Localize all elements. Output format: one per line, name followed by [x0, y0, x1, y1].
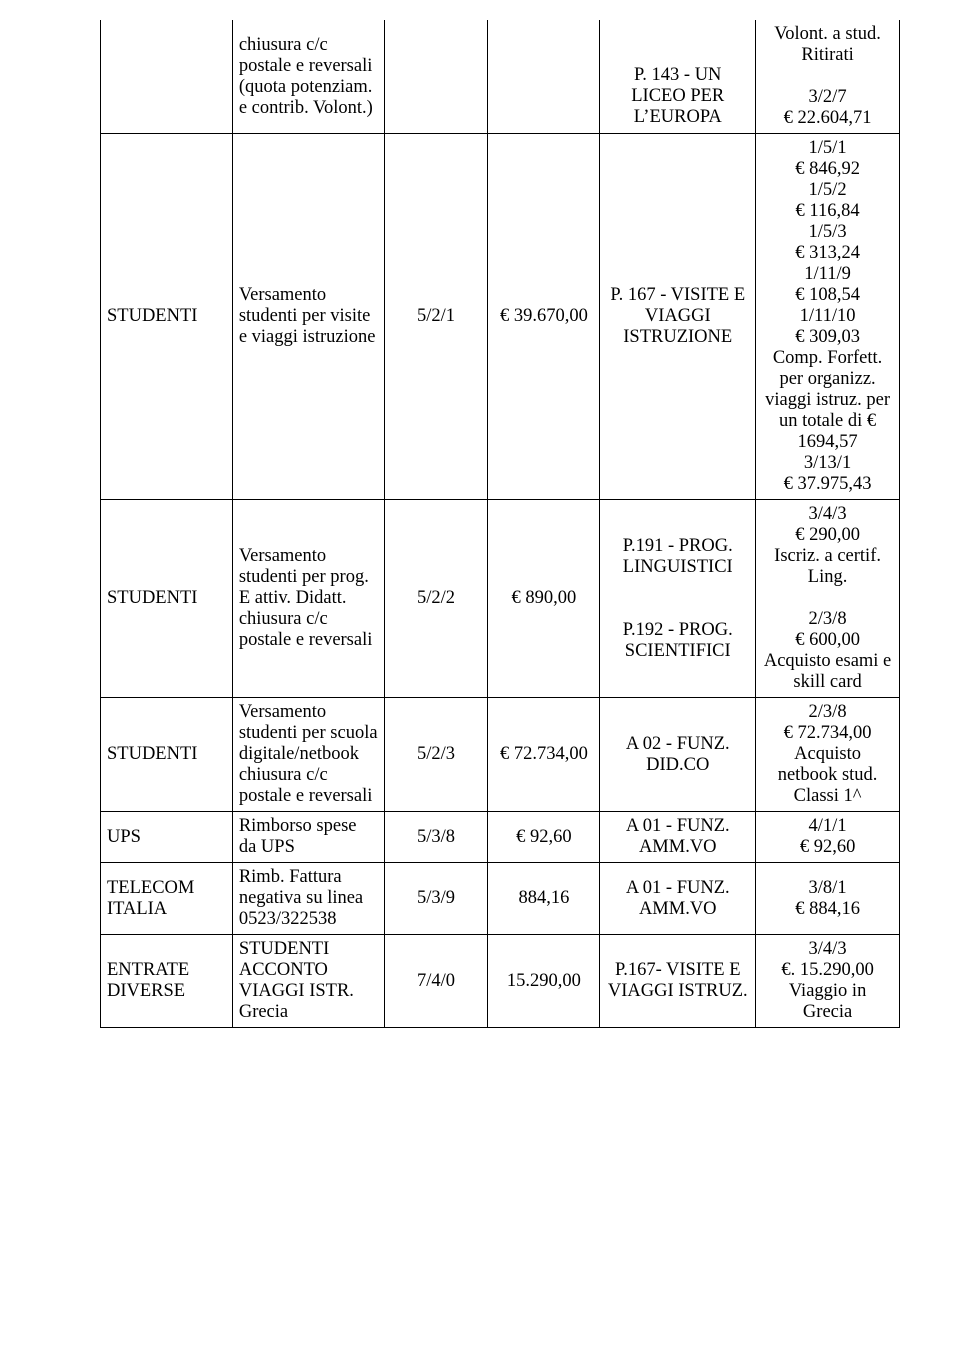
table-cell	[488, 20, 600, 134]
table-cell: 5/2/1	[384, 134, 488, 500]
table-cell: € 890,00	[488, 500, 600, 698]
table-cell: 5/3/8	[384, 812, 488, 863]
table-cell: 5/3/9	[384, 863, 488, 935]
budget-table: chiusura c/c postale e reversali (quota …	[100, 20, 900, 1028]
table-cell: P. 167 - VISITE E VIAGGI ISTRUZIONE	[600, 134, 756, 500]
table-cell: € 39.670,00	[488, 134, 600, 500]
table-cell: 3/4/3€ 290,00Iscriz. a certif. Ling. 2/3…	[756, 500, 900, 698]
table-cell: P.167- VISITE E VIAGGI ISTRUZ.	[600, 935, 756, 1028]
table-cell: chiusura c/c postale e reversali (quota …	[232, 20, 384, 134]
table-row: STUDENTIVersamento studenti per prog. E …	[101, 500, 900, 698]
table-row: STUDENTIVersamento studenti per scuola d…	[101, 698, 900, 812]
table-cell: STUDENTI	[101, 134, 233, 500]
table-cell: Rimb. Fattura negativa su linea 0523/322…	[232, 863, 384, 935]
table-cell: Volont. a stud. Ritirati 3/2/7€ 22.604,7…	[756, 20, 900, 134]
table-cell: ENTRATE DIVERSE	[101, 935, 233, 1028]
table-cell: A 01 - FUNZ. AMM.VO	[600, 812, 756, 863]
table-cell: 2/3/8€ 72.734,00 Acquisto netbook stud. …	[756, 698, 900, 812]
table-cell: € 92,60	[488, 812, 600, 863]
table-cell: Rimborso spese da UPS	[232, 812, 384, 863]
table-cell: STUDENTI	[101, 698, 233, 812]
table-row: UPSRimborso spese da UPS5/3/8€ 92,60A 01…	[101, 812, 900, 863]
table-cell: Versamento studenti per visite e viaggi …	[232, 134, 384, 500]
table-cell: 4/1/1€ 92,60	[756, 812, 900, 863]
table-cell: 3/4/3€. 15.290,00 Viaggio in Grecia	[756, 935, 900, 1028]
table-cell: A 01 - FUNZ. AMM.VO	[600, 863, 756, 935]
table-row: ENTRATE DIVERSESTUDENTI ACCONTO VIAGGI I…	[101, 935, 900, 1028]
table-cell: Versamento studenti per scuola digitale/…	[232, 698, 384, 812]
table-cell: P.191 - PROG. LINGUISTICI P.192 - PROG. …	[600, 500, 756, 698]
table-cell: 1/5/1€ 846,921/5/2€ 116,841/5/3€ 313,241…	[756, 134, 900, 500]
table-cell: 884,16	[488, 863, 600, 935]
table-cell: P. 143 - UN LICEO PER L’EUROPA	[600, 20, 756, 134]
table-cell: 3/8/1€ 884,16	[756, 863, 900, 935]
table-cell	[384, 20, 488, 134]
table-cell: TELECOM ITALIA	[101, 863, 233, 935]
table-row: STUDENTIVersamento studenti per visite e…	[101, 134, 900, 500]
table-cell: 15.290,00	[488, 935, 600, 1028]
table-row: chiusura c/c postale e reversali (quota …	[101, 20, 900, 134]
table-cell: Versamento studenti per prog. E attiv. D…	[232, 500, 384, 698]
table-cell: 5/2/2	[384, 500, 488, 698]
table-row: TELECOM ITALIARimb. Fattura negativa su …	[101, 863, 900, 935]
table-cell: € 72.734,00	[488, 698, 600, 812]
table-cell: A 02 - FUNZ. DID.CO	[600, 698, 756, 812]
table-cell: STUDENTI ACCONTO VIAGGI ISTR. Grecia	[232, 935, 384, 1028]
table-cell: 7/4/0	[384, 935, 488, 1028]
table-cell: UPS	[101, 812, 233, 863]
table-cell: STUDENTI	[101, 500, 233, 698]
table-cell: 5/2/3	[384, 698, 488, 812]
table-cell	[101, 20, 233, 134]
